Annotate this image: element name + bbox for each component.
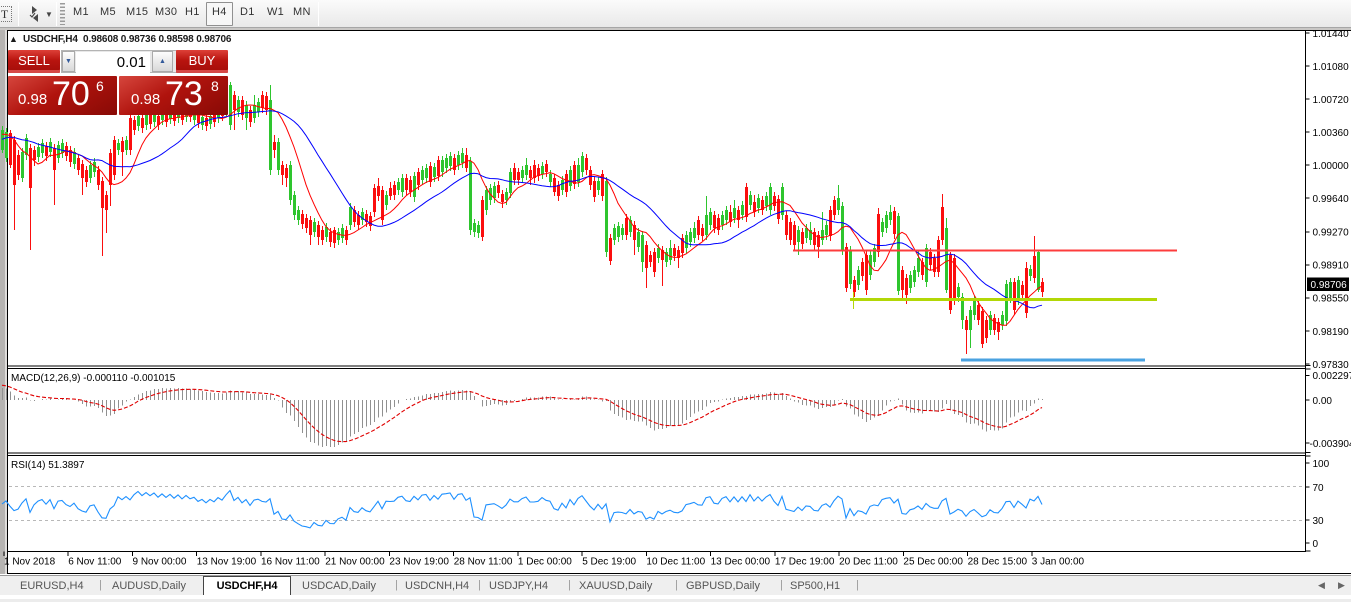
- svg-text:1.00360: 1.00360: [1313, 128, 1350, 139]
- svg-text:0.98706: 0.98706: [1311, 280, 1348, 291]
- svg-text:1 Nov 2018: 1 Nov 2018: [4, 557, 56, 568]
- svg-text:70: 70: [1313, 483, 1325, 494]
- svg-text:28 Dec 15:00: 28 Dec 15:00: [968, 557, 1028, 568]
- svg-text:6 Nov 11:00: 6 Nov 11:00: [68, 557, 122, 568]
- svg-text:1.01440: 1.01440: [1313, 29, 1350, 40]
- svg-text:MACD(12,26,9) -0.000110 -0.001: MACD(12,26,9) -0.000110 -0.001015: [11, 373, 176, 384]
- svg-text:0.99640: 0.99640: [1313, 194, 1350, 205]
- svg-text:-0.003904: -0.003904: [1310, 439, 1351, 450]
- svg-text:0: 0: [1313, 539, 1319, 550]
- svg-text:0.002297: 0.002297: [1313, 371, 1351, 382]
- svg-text:28 Nov 11:00: 28 Nov 11:00: [454, 557, 513, 568]
- svg-text:13 Nov 19:00: 13 Nov 19:00: [197, 557, 257, 568]
- svg-text:0.98550: 0.98550: [1313, 294, 1350, 305]
- svg-text:5 Dec 19:00: 5 Dec 19:00: [582, 557, 636, 568]
- svg-text:1 Dec 00:00: 1 Dec 00:00: [518, 557, 572, 568]
- svg-text:17 Dec 19:00: 17 Dec 19:00: [775, 557, 835, 568]
- svg-text:0.97830: 0.97830: [1313, 360, 1350, 371]
- svg-text:23 Nov 19:00: 23 Nov 19:00: [389, 557, 449, 568]
- svg-text:0.00: 0.00: [1313, 396, 1333, 407]
- svg-text:1.00000: 1.00000: [1313, 161, 1350, 172]
- svg-text:100: 100: [1313, 459, 1330, 470]
- svg-text:20 Dec 11:00: 20 Dec 11:00: [839, 557, 898, 568]
- svg-text:10 Dec 11:00: 10 Dec 11:00: [646, 557, 705, 568]
- svg-text:0.99270: 0.99270: [1313, 228, 1350, 239]
- svg-text:1.00720: 1.00720: [1313, 95, 1350, 106]
- svg-text:1.01080: 1.01080: [1313, 62, 1350, 73]
- svg-text:0.98190: 0.98190: [1313, 327, 1350, 338]
- svg-text:25 Dec 00:00: 25 Dec 00:00: [903, 557, 963, 568]
- svg-text:13 Dec 00:00: 13 Dec 00:00: [711, 557, 771, 568]
- svg-text:3 Jan 00:00: 3 Jan 00:00: [1032, 557, 1085, 568]
- svg-text:30: 30: [1313, 516, 1325, 527]
- svg-text:21 Nov 00:00: 21 Nov 00:00: [325, 557, 385, 568]
- svg-text:RSI(14) 51.3897: RSI(14) 51.3897: [11, 460, 85, 471]
- svg-text:9 Nov 00:00: 9 Nov 00:00: [133, 557, 187, 568]
- svg-text:0.98910: 0.98910: [1313, 261, 1350, 272]
- svg-text:16 Nov 11:00: 16 Nov 11:00: [261, 557, 320, 568]
